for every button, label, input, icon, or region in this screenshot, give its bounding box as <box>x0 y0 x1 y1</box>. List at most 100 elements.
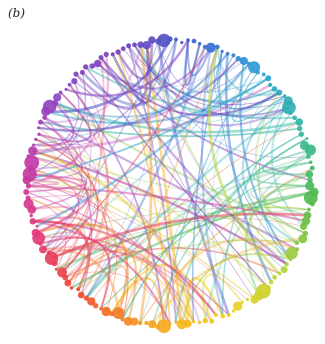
network-node <box>239 56 248 66</box>
network-node <box>142 41 151 50</box>
network-node <box>298 131 304 137</box>
network-node <box>126 43 132 49</box>
network-node <box>93 303 99 309</box>
network-edge <box>231 237 291 296</box>
network-edge <box>51 46 206 259</box>
network-node <box>31 228 40 238</box>
network-node <box>69 286 74 290</box>
network-edge <box>38 207 310 239</box>
network-edge <box>36 63 250 228</box>
network-edge <box>91 121 300 302</box>
network-edge <box>250 185 310 216</box>
network-edge <box>65 39 190 97</box>
network-edge <box>85 66 269 289</box>
node-layer <box>22 33 319 334</box>
network-edge <box>28 155 88 211</box>
network-node <box>89 63 95 69</box>
network-edge <box>26 77 269 181</box>
network-node <box>123 316 133 326</box>
network-edge <box>32 83 271 153</box>
network-node <box>148 320 157 329</box>
network-node <box>24 155 40 171</box>
network-node <box>29 218 36 225</box>
network-node <box>29 213 33 218</box>
network-edge <box>35 138 99 273</box>
network-node <box>250 295 259 304</box>
network-node <box>110 52 115 57</box>
network-edge <box>262 149 311 176</box>
network-node <box>23 198 34 209</box>
network-node <box>99 307 103 311</box>
network-edge <box>54 58 239 118</box>
network-node <box>120 317 125 322</box>
network-node <box>307 207 311 212</box>
network-edge <box>27 197 194 323</box>
network-node <box>77 291 85 299</box>
network-edge <box>111 53 189 324</box>
network-node <box>220 49 224 54</box>
network-node <box>83 295 89 301</box>
network-edge <box>139 167 313 324</box>
network-edge <box>121 46 218 320</box>
network-node <box>83 64 89 70</box>
network-node <box>233 301 243 311</box>
network-edge <box>32 220 217 316</box>
network-edge <box>221 112 292 317</box>
network-edge <box>258 95 287 265</box>
network-node <box>64 87 68 91</box>
network-node <box>155 324 161 330</box>
network-edge <box>77 239 297 290</box>
network-node <box>309 160 313 164</box>
network-edge <box>28 155 117 312</box>
network-node <box>215 44 220 50</box>
network-node <box>305 170 314 178</box>
network-edge <box>27 54 110 188</box>
network-edge <box>61 155 309 273</box>
network-node <box>310 201 315 207</box>
network-edge <box>38 235 195 323</box>
network-node <box>235 56 241 62</box>
network-edge <box>32 149 195 323</box>
network-node <box>67 82 72 87</box>
network-node <box>298 234 308 244</box>
network-node <box>294 240 300 245</box>
network-edge <box>38 57 240 132</box>
network-edge <box>38 133 201 323</box>
network-node <box>76 287 81 292</box>
network-edge <box>184 39 201 87</box>
network-edge <box>28 155 307 222</box>
network-node <box>261 72 266 77</box>
network-edge <box>151 237 303 325</box>
network-node <box>186 38 190 42</box>
network-node <box>231 53 236 58</box>
network-edge <box>91 65 269 94</box>
network-node <box>272 274 278 280</box>
network-edge <box>27 194 89 222</box>
network-node <box>192 320 195 324</box>
network-edge <box>216 46 280 97</box>
network-edge <box>180 253 291 325</box>
network-node <box>120 46 126 52</box>
network-node <box>305 137 309 140</box>
network-edge <box>239 60 292 261</box>
network-edge <box>257 173 310 288</box>
network-edge <box>29 72 86 175</box>
network-node <box>42 115 48 120</box>
network-node <box>26 154 31 158</box>
network-edge <box>28 39 177 157</box>
network-node <box>280 266 288 274</box>
network-edge <box>44 116 298 251</box>
network-node <box>289 111 293 115</box>
network-edge <box>201 273 244 321</box>
network-node <box>225 51 230 56</box>
network-edge <box>42 41 159 250</box>
network-edge <box>54 102 300 134</box>
network-edge <box>127 45 177 323</box>
network-edge <box>156 41 231 316</box>
panel-label: (b) <box>8 6 26 20</box>
network-node <box>283 94 287 98</box>
network-edge <box>26 173 88 193</box>
network-node <box>276 89 283 96</box>
network-node <box>157 319 171 334</box>
network-node <box>268 279 274 285</box>
